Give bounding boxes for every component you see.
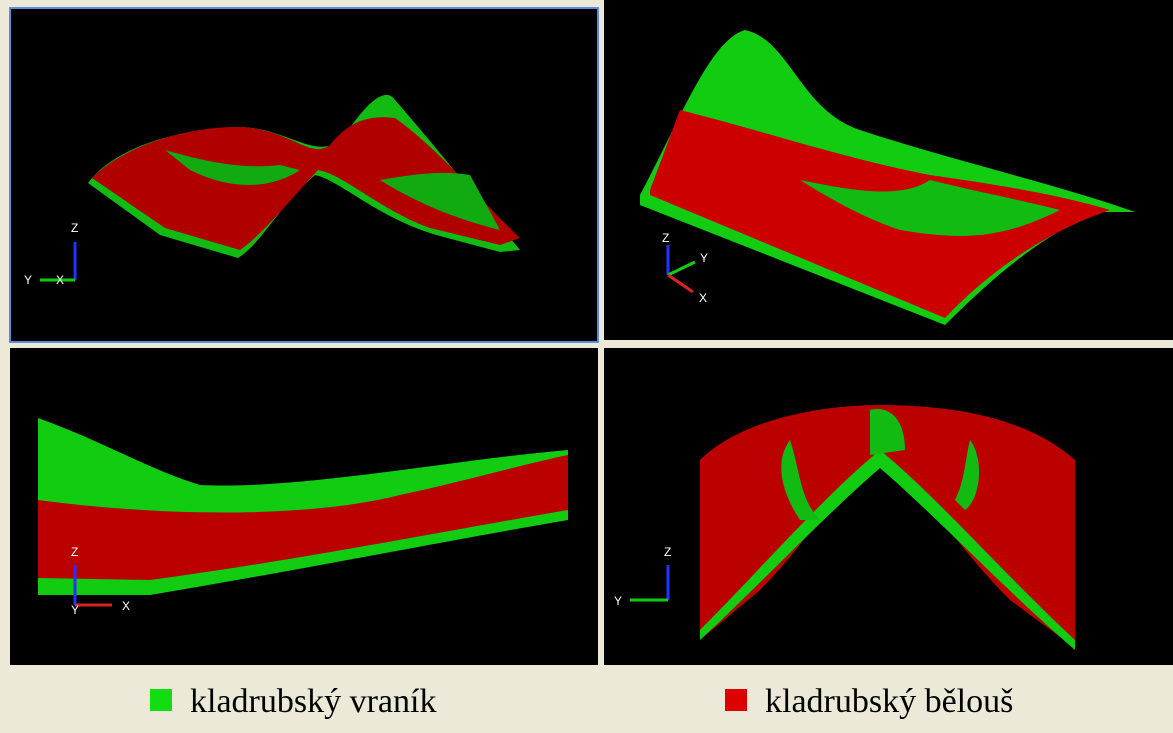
axis-label: Z xyxy=(71,221,78,235)
axis-label: X xyxy=(699,291,707,305)
legend-label: kladrubský vraník xyxy=(190,683,436,720)
axis-label: Y xyxy=(24,273,32,287)
screen: Z Y X Z Y X Z Y X Z Y kladrubský vr xyxy=(0,0,1173,733)
legend-swatch xyxy=(150,689,172,711)
axis-label: Y xyxy=(614,594,622,608)
viewport-bottom-left[interactable]: Z Y X xyxy=(10,348,598,665)
legend-swatch xyxy=(725,689,747,711)
axis-label: Y xyxy=(700,251,708,265)
axis-label: Z xyxy=(664,545,671,559)
axis-label: X xyxy=(56,273,64,287)
viewport-bottom-right[interactable]: Z Y xyxy=(604,348,1173,665)
viewport-top-right[interactable]: Z Y X xyxy=(604,0,1173,340)
axis-label: X xyxy=(122,599,130,613)
axis-label: Z xyxy=(662,231,669,245)
viewport-top-left[interactable]: Z Y X xyxy=(10,8,598,342)
axis-label: Z xyxy=(71,545,78,559)
viewport-frame xyxy=(604,348,1173,665)
legend-label: kladrubský bělouš xyxy=(765,683,1013,720)
axis-label: Y xyxy=(71,603,79,617)
